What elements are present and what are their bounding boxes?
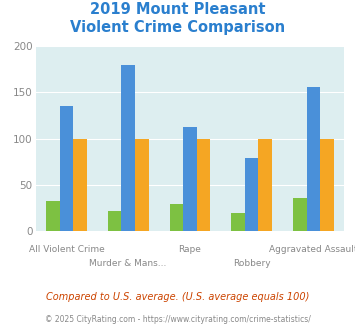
Text: Compared to U.S. average. (U.S. average equals 100): Compared to U.S. average. (U.S. average … <box>46 292 309 302</box>
Text: Murder & Mans...: Murder & Mans... <box>89 259 167 268</box>
Text: © 2025 CityRating.com - https://www.cityrating.com/crime-statistics/: © 2025 CityRating.com - https://www.city… <box>45 315 310 324</box>
Bar <box>121 65 135 231</box>
Bar <box>183 127 197 231</box>
Bar <box>60 106 73 231</box>
Bar <box>170 204 183 231</box>
Text: Aggravated Assault: Aggravated Assault <box>269 245 355 254</box>
Text: 2019 Mount Pleasant: 2019 Mount Pleasant <box>90 2 265 16</box>
Bar <box>135 139 148 231</box>
Bar <box>293 198 307 231</box>
Bar <box>46 201 60 231</box>
Bar <box>197 139 210 231</box>
Bar <box>258 139 272 231</box>
Bar <box>231 213 245 231</box>
Bar <box>245 158 258 231</box>
Text: Rape: Rape <box>179 245 201 254</box>
Bar <box>108 211 121 231</box>
Bar <box>73 139 87 231</box>
Text: Robbery: Robbery <box>233 259 271 268</box>
Bar <box>307 87 320 231</box>
Text: All Violent Crime: All Violent Crime <box>28 245 104 254</box>
Bar <box>320 139 334 231</box>
Text: Violent Crime Comparison: Violent Crime Comparison <box>70 20 285 35</box>
